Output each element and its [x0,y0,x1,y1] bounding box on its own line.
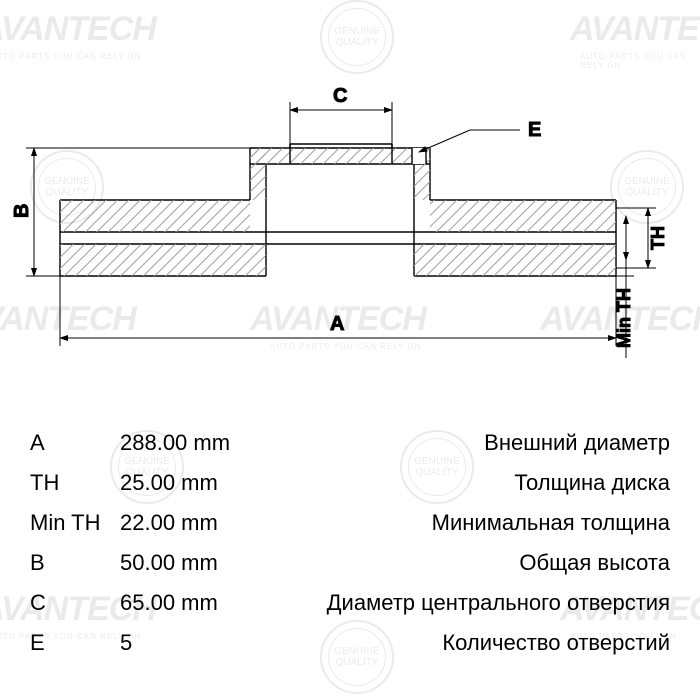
spec-table: A 288.00 mm Внешний диаметр TH 25.00 mm … [30,430,670,670]
svg-text:C: C [333,85,347,107]
table-row: TH 25.00 mm Толщина диска [30,470,670,496]
spec-symbol: A [30,430,120,456]
spec-value: 65.00 mm [120,590,280,616]
spec-value: 288.00 mm [120,430,280,456]
spec-desc: Количество отверстий [280,630,670,656]
spec-symbol: Min TH [30,510,120,536]
cross-section-drawing: A B C E TH Min TH [0,0,700,420]
table-row: B 50.00 mm Общая высота [30,550,670,576]
spec-symbol: TH [30,470,120,496]
spec-desc: Минимальная толщина [280,510,670,536]
spec-value: 50.00 mm [120,550,280,576]
svg-text:TH: TH [648,226,668,250]
svg-text:A: A [330,313,344,335]
spec-symbol: B [30,550,120,576]
spec-value: 22.00 mm [120,510,280,536]
svg-text:Min TH: Min TH [614,288,634,348]
spec-desc: Толщина диска [280,470,670,496]
spec-desc: Внешний диаметр [280,430,670,456]
spec-symbol: E [30,630,120,656]
table-row: C 65.00 mm Диаметр центрального отверсти… [30,590,670,616]
svg-text:B: B [11,204,33,218]
table-row: Min TH 22.00 mm Минимальная толщина [30,510,670,536]
spec-symbol: C [30,590,120,616]
spec-desc: Диаметр центрального отверстия [280,590,670,616]
svg-text:E: E [528,119,541,141]
spec-value: 5 [120,630,280,656]
table-row: E 5 Количество отверстий [30,630,670,656]
spec-value: 25.00 mm [120,470,280,496]
spec-desc: Общая высота [280,550,670,576]
table-row: A 288.00 mm Внешний диаметр [30,430,670,456]
